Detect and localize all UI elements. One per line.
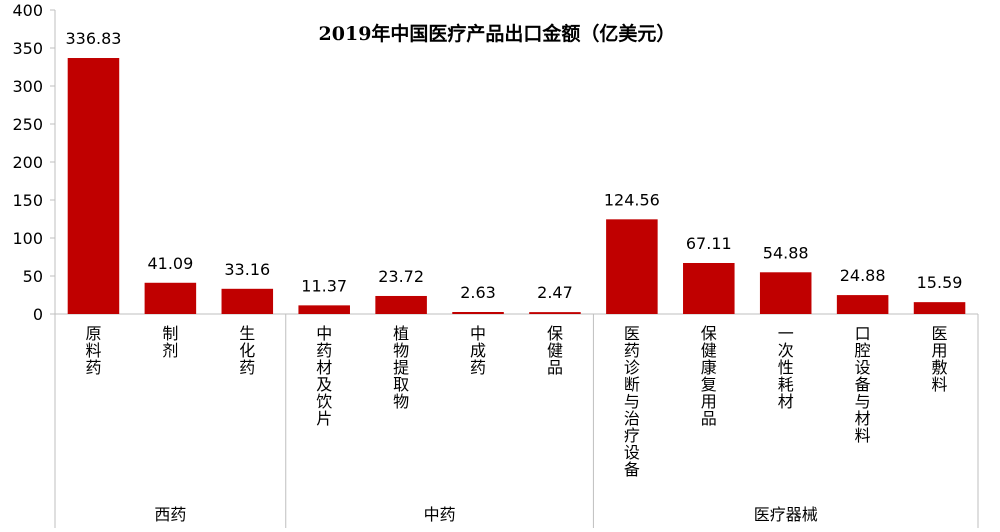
category-label: 生化药	[239, 324, 255, 377]
bar	[452, 312, 504, 314]
category-label: 植物提取物	[393, 324, 409, 411]
bar	[298, 305, 350, 314]
category-label: 保健品	[547, 324, 563, 377]
group-label: 西药	[154, 505, 186, 524]
bar	[529, 312, 581, 314]
y-tick-label: 0	[33, 305, 43, 324]
data-label: 54.88	[763, 243, 809, 262]
category-label: 原料药	[85, 324, 101, 377]
group-label: 中药	[424, 505, 456, 524]
bar	[759, 272, 812, 314]
y-tick-label: 100	[12, 229, 43, 248]
category-label: 一次性耗材	[778, 324, 794, 411]
bar	[913, 302, 966, 314]
data-label: 124.56	[604, 190, 660, 209]
data-label: 2.63	[460, 283, 496, 302]
category-label: 中成药	[470, 324, 486, 377]
data-label: 15.59	[917, 273, 963, 292]
data-label: 23.72	[378, 267, 424, 286]
category-label: 医药诊断与治疗设备	[624, 324, 640, 479]
y-tick-label: 50	[23, 267, 43, 286]
bar	[144, 282, 197, 314]
y-tick-label: 150	[12, 191, 43, 210]
data-label: 336.83	[65, 29, 121, 48]
labels-layer: 西药 中药 医疗器械 336.83 原料药 41.09 制剂 33.16 生化药 11.37 中药材…	[65, 29, 962, 524]
data-label: 33.16	[224, 260, 270, 279]
y-tick-label: 400	[12, 1, 43, 20]
bar	[836, 295, 889, 314]
axis-layer: 0 50 100 150 200 250 300 350 400	[12, 1, 979, 528]
y-tick-label: 300	[12, 77, 43, 96]
bars-layer	[67, 58, 966, 314]
bar	[67, 58, 120, 314]
category-label: 中药材及饮片	[316, 324, 332, 428]
data-label: 2.47	[537, 283, 573, 302]
data-label: 11.37	[301, 276, 347, 295]
y-tick-label: 350	[12, 39, 43, 58]
chart-title: 2019年中国医疗产品出口金额（亿美元）	[319, 22, 676, 45]
y-tick-label: 200	[12, 153, 43, 172]
y-tick-label: 250	[12, 115, 43, 134]
data-label: 67.11	[686, 234, 732, 253]
bar	[683, 262, 735, 314]
group-label: 医疗器械	[754, 505, 818, 524]
bar	[606, 219, 658, 314]
data-label: 41.09	[147, 254, 193, 273]
category-label: 制剂	[162, 324, 178, 360]
category-label: 保健康复用品	[701, 324, 717, 428]
bar	[221, 288, 274, 314]
data-label: 24.88	[840, 266, 886, 285]
category-label: 医用敷料	[932, 324, 948, 394]
bar	[375, 295, 427, 314]
category-label: 口腔设备与材料	[855, 324, 871, 445]
